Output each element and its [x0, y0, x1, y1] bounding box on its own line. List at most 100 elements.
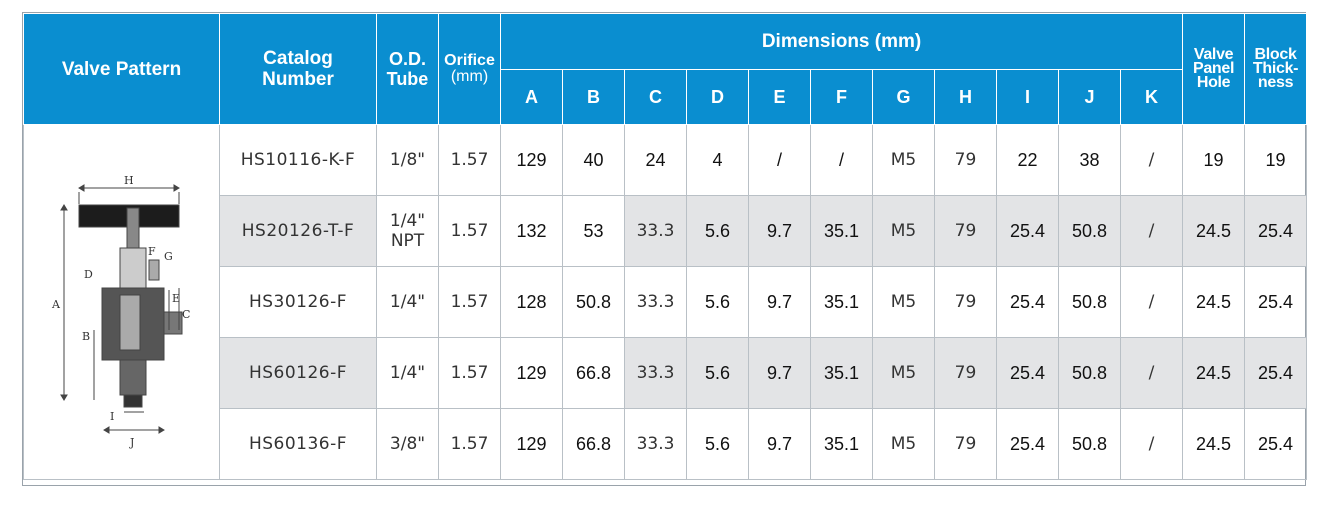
catalog-number-cell: HS20126-T-F	[219, 195, 377, 267]
header-dim-f: F	[810, 69, 873, 125]
dim-k-cell: /	[1119, 337, 1184, 409]
header-vph-line3: Hole	[1196, 74, 1231, 91]
catalog-number-cell: HS60126-F	[219, 337, 377, 409]
header-dim-k: K	[1119, 69, 1184, 125]
header-catalog-number: Catalog Number	[219, 13, 377, 125]
dim-a-cell: 132	[500, 195, 563, 267]
dim-c-cell: 33.3	[624, 408, 687, 480]
header-dim-d: D	[686, 69, 749, 125]
block-thickness-cell: 25.4	[1244, 337, 1308, 409]
diagram-label-d: D	[84, 268, 93, 281]
dim-a-cell: 128	[500, 266, 563, 338]
dim-b-cell: 40	[562, 124, 625, 196]
dim-h-cell: 79	[934, 337, 997, 409]
od-tube-cell: 1/4"	[376, 266, 439, 338]
table-row: H F G D A B E C I J HS10116-K-F 1/8" 1.5…	[23, 124, 1308, 480]
dim-d-cell: 5.6	[686, 337, 749, 409]
dim-f-cell: 35.1	[810, 337, 873, 409]
valve-spec-table: Valve Pattern Catalog Number O.D. Tube O…	[23, 13, 1308, 480]
valve-pattern-cell: H F G D A B E C I J	[23, 124, 220, 480]
header-vph-line2: Panel	[1192, 60, 1235, 77]
dim-k-cell: /	[1119, 195, 1184, 267]
header-od-tube: O.D. Tube	[376, 13, 439, 125]
dim-e-cell: 9.7	[748, 408, 811, 480]
dim-c-cell: 33.3	[624, 266, 687, 338]
header-od-line2: Tube	[386, 69, 429, 89]
dim-a-cell: 129	[500, 337, 563, 409]
dim-k-cell: /	[1119, 266, 1184, 338]
spec-table-frame: Valve Pattern Catalog Number O.D. Tube O…	[22, 12, 1308, 486]
table-row: HS30126-F 1/4" 1.57 128 50.8 33.3 5.6 9.…	[24, 266, 1308, 338]
header-bt-line1: Block	[1254, 46, 1297, 63]
block-thickness-cell: 25.4	[1244, 408, 1308, 480]
orifice-cell: 1.57	[438, 337, 501, 409]
dim-d-cell: 5.6	[686, 195, 749, 267]
panel-hole-cell: 24.5	[1182, 266, 1246, 338]
dim-g-cell: M5	[872, 408, 935, 480]
dim-i-cell: 25.4	[996, 195, 1059, 267]
header-dim-i: I	[996, 69, 1059, 125]
dim-b-cell: 53	[562, 195, 625, 267]
od-tube-cell: 3/8"	[376, 408, 439, 480]
dim-c-cell: 24	[624, 124, 687, 196]
header-od-line1: O.D.	[388, 49, 426, 69]
diagram-label-b: B	[82, 330, 90, 343]
dim-d-cell: 5.6	[686, 408, 749, 480]
dim-c-cell: 33.3	[624, 337, 687, 409]
table-row: HS60136-F 3/8" 1.57 129 66.8 33.3 5.6 9.…	[24, 408, 1308, 480]
header-bt-line2: Thick-	[1252, 60, 1299, 77]
dim-f-cell: 35.1	[810, 195, 873, 267]
needle-valve-diagram-icon: H F G D A B E C I J	[51, 174, 190, 449]
header-orifice-line1: Orifice	[444, 52, 495, 69]
dim-a-cell: 129	[500, 408, 563, 480]
header-dim-e: E	[748, 69, 811, 125]
diagram-label-h: H	[124, 174, 134, 187]
header-dim-c: C	[624, 69, 687, 125]
header-dim-a: A	[500, 69, 563, 125]
od-tube-line2: NPT	[390, 231, 425, 251]
dim-k-cell: /	[1119, 408, 1184, 480]
header-dimensions: Dimensions (mm)	[499, 13, 1184, 70]
table-row: HS20126-T-F 1/4" NPT 1.57 132 53 33.3 5.…	[24, 195, 1308, 267]
header-catalog-line1: Catalog	[263, 48, 333, 69]
diagram-label-j: J	[129, 436, 134, 449]
dim-h-cell: 79	[934, 195, 997, 267]
block-thickness-cell: 25.4	[1244, 266, 1308, 338]
dim-g-cell: M5	[872, 124, 935, 196]
diagram-label-c: C	[182, 308, 190, 321]
header-bt-line3: ness	[1257, 74, 1294, 91]
header-dim-g: G	[872, 69, 935, 125]
dim-i-cell: 22	[996, 124, 1059, 196]
dim-d-cell: 4	[686, 124, 749, 196]
panel-hole-cell: 24.5	[1182, 337, 1246, 409]
header-dim-b: B	[562, 69, 625, 125]
dim-f-cell: /	[810, 124, 873, 196]
orifice-cell: 1.57	[438, 195, 501, 267]
orifice-cell: 1.57	[438, 266, 501, 338]
catalog-number-cell: HS60136-F	[219, 408, 377, 480]
od-tube-cell: 1/8"	[376, 124, 439, 196]
dim-a-cell: 129	[500, 124, 563, 196]
dim-j-cell: 38	[1058, 124, 1121, 196]
header-catalog-line2: Number	[262, 69, 334, 90]
panel-hole-cell: 24.5	[1182, 195, 1246, 267]
dim-e-cell: 9.7	[748, 195, 811, 267]
header-valve-pattern: Valve Pattern	[23, 13, 220, 125]
header-dim-h: H	[934, 69, 997, 125]
od-tube-line1: 1/4"	[389, 211, 426, 231]
dim-f-cell: 35.1	[810, 266, 873, 338]
header-orifice-line2: (mm)	[450, 68, 489, 85]
catalog-number-cell: HS10116-K-F	[219, 124, 377, 196]
panel-hole-cell: 19	[1182, 124, 1246, 196]
dim-b-cell: 66.8	[562, 337, 625, 409]
table-row: HS60126-F 1/4" 1.57 129 66.8 33.3 5.6 9.…	[24, 337, 1308, 409]
diagram-label-i: I	[110, 410, 114, 423]
dim-k-cell: /	[1119, 124, 1184, 196]
dim-e-cell: 9.7	[748, 266, 811, 338]
diagram-label-f: F	[148, 245, 156, 258]
dim-j-cell: 50.8	[1058, 195, 1121, 267]
diagram-label-a: A	[51, 298, 61, 311]
dim-j-cell: 50.8	[1058, 337, 1121, 409]
dim-d-cell: 5.6	[686, 266, 749, 338]
block-thickness-cell: 25.4	[1244, 195, 1308, 267]
